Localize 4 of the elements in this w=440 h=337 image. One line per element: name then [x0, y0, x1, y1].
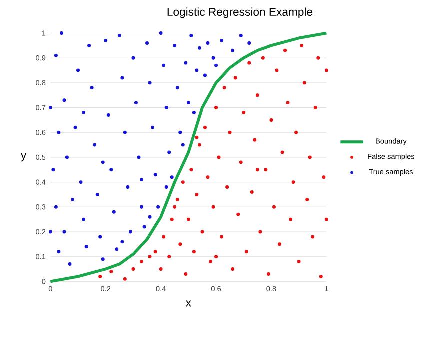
y-axis-title: y [20, 153, 27, 162]
chart-title: Logistic Regression Example [168, 8, 313, 18]
line-series [49, 32, 328, 284]
x-axis-title: x [186, 300, 192, 307]
